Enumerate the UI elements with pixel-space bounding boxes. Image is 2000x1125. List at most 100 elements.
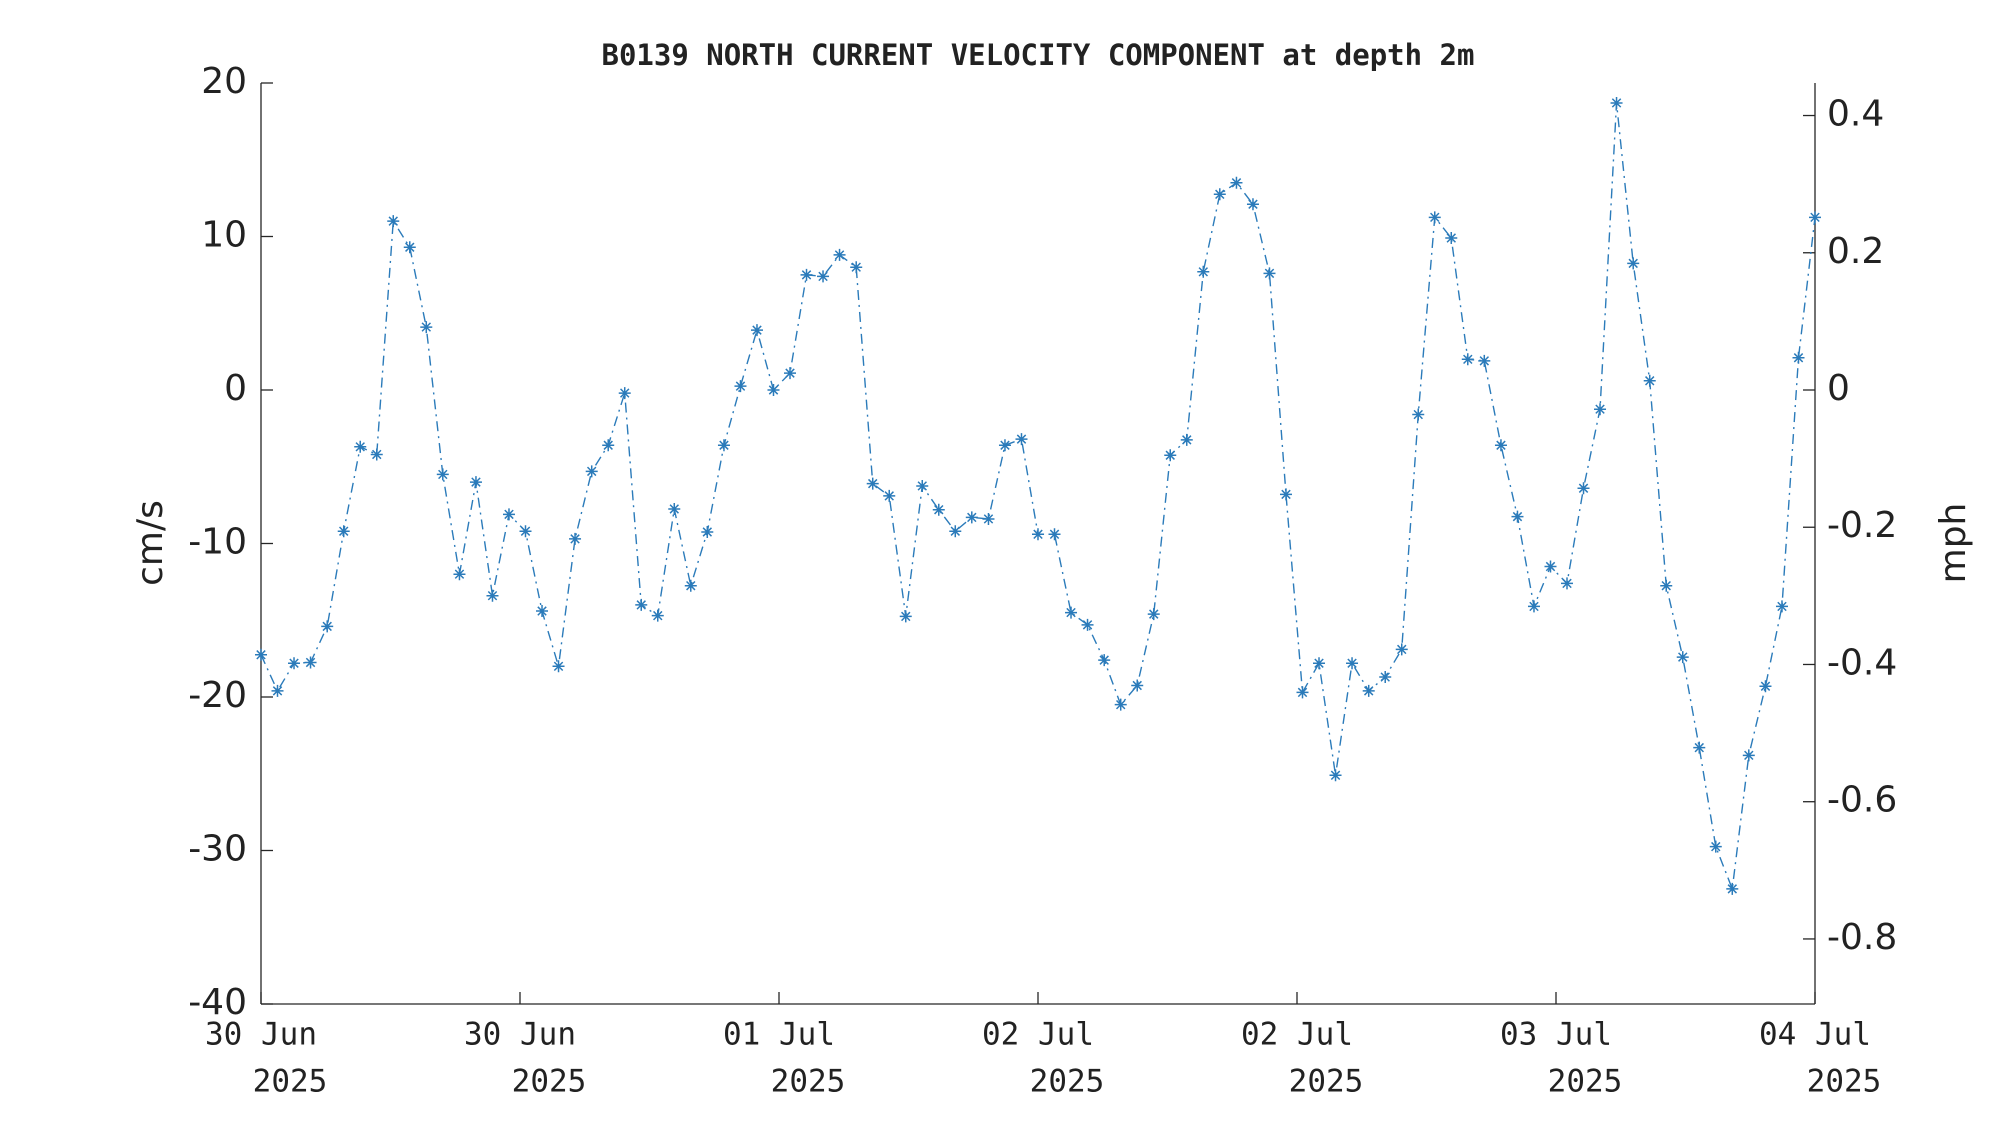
data-marker	[271, 684, 284, 697]
data-marker	[1742, 749, 1755, 762]
data-marker	[1726, 882, 1739, 895]
y-tick-label: -30	[188, 829, 247, 870]
y-tick-label: -10	[188, 522, 247, 563]
data-marker	[1213, 188, 1226, 201]
y-tick-label: 10	[201, 215, 247, 256]
data-marker	[288, 657, 301, 670]
x-tick-year: 2025	[1548, 1064, 1623, 1100]
data-marker	[1015, 433, 1028, 446]
data-marker	[668, 502, 681, 515]
data-marker	[1627, 257, 1640, 270]
data-marker	[1346, 657, 1359, 670]
x-tick-label: 04 Jul	[1759, 1017, 1871, 1053]
x-tick-year: 2025	[512, 1064, 587, 1100]
chart-title: B0139 NORTH CURRENT VELOCITY COMPONENT a…	[602, 38, 1475, 72]
data-marker	[436, 468, 449, 481]
y-tick-label: -20	[188, 675, 247, 716]
x-tick-label: 02 Jul	[982, 1017, 1094, 1053]
data-marker	[1098, 654, 1111, 667]
data-marker	[1263, 267, 1276, 280]
data-marker	[784, 367, 797, 380]
data-marker	[1527, 600, 1540, 613]
data-marker	[1230, 176, 1243, 189]
data-marker	[1643, 374, 1656, 387]
data-marker	[866, 477, 879, 490]
data-marker	[1461, 353, 1474, 366]
data-marker	[469, 476, 482, 489]
data-marker	[1279, 488, 1292, 501]
x-tick-label: 02 Jul	[1241, 1017, 1353, 1053]
data-marker	[684, 579, 697, 592]
data-marker	[1313, 657, 1326, 670]
data-marker	[800, 268, 813, 281]
data-marker	[304, 656, 317, 669]
data-marker	[1759, 680, 1772, 693]
x-tick-year: 2025	[1030, 1064, 1105, 1100]
data-marker	[519, 525, 532, 538]
data-marker	[337, 525, 350, 538]
data-marker	[403, 241, 416, 254]
data-marker	[1395, 643, 1408, 656]
x-tick-year: 2025	[1289, 1064, 1364, 1100]
x-tick-label: 30 Jun	[464, 1017, 576, 1053]
x-tick-label: 30 Jun	[205, 1017, 317, 1053]
data-marker	[817, 270, 830, 283]
data-marker	[1478, 354, 1491, 367]
y2-tick-label: -0.4	[1827, 642, 1897, 683]
y-tick-label: 0	[224, 368, 247, 409]
data-marker	[618, 387, 631, 400]
data-marker	[1164, 449, 1177, 462]
y2-axis-label: mph	[1933, 503, 1974, 584]
x-tick-label: 03 Jul	[1500, 1017, 1612, 1053]
y2-tick-label: -0.6	[1827, 780, 1897, 821]
data-marker	[1296, 686, 1309, 699]
data-marker	[1428, 211, 1441, 224]
data-marker	[486, 589, 499, 602]
data-marker	[1379, 671, 1392, 684]
data-marker	[1412, 408, 1425, 421]
data-marker	[1511, 510, 1524, 523]
y2-tick-label: 0	[1827, 368, 1850, 409]
data-line	[260, 102, 1816, 890]
y2-tick-label: -0.2	[1827, 505, 1897, 546]
data-marker	[1660, 579, 1673, 592]
data-marker	[750, 324, 763, 337]
data-marker	[1775, 600, 1788, 613]
data-marker	[1147, 608, 1160, 621]
data-marker	[370, 448, 383, 461]
data-marker	[1610, 96, 1623, 109]
data-marker	[734, 380, 747, 393]
data-marker	[1180, 433, 1193, 446]
y-tick-label: 20	[201, 61, 247, 102]
data-marker	[1494, 439, 1507, 452]
data-marker	[1048, 528, 1061, 541]
y-tick-label: -40	[188, 982, 247, 1023]
data-marker	[1809, 211, 1821, 224]
data-marker	[1197, 265, 1210, 278]
data-marker	[998, 439, 1011, 452]
data-marker	[1693, 741, 1706, 754]
data-marker	[420, 321, 433, 334]
data-marker	[1246, 198, 1259, 211]
data-marker	[569, 532, 582, 545]
data-marker	[1362, 684, 1375, 697]
data-marker	[1445, 232, 1458, 245]
data-marker	[651, 609, 664, 622]
data-marker	[1081, 618, 1094, 631]
data-marker	[354, 440, 367, 453]
data-marker	[767, 384, 780, 396]
data-marker	[1065, 606, 1078, 619]
data-marker	[321, 620, 334, 633]
data-marker	[602, 439, 615, 452]
x-tick-year: 2025	[1807, 1064, 1882, 1100]
data-marker	[1792, 351, 1805, 364]
data-marker	[453, 568, 466, 581]
data-marker	[1676, 651, 1689, 664]
data-marker	[899, 610, 912, 623]
data-marker	[701, 525, 714, 538]
data-marker	[982, 512, 995, 525]
data-marker	[932, 503, 945, 516]
x-tick-year: 2025	[253, 1064, 328, 1100]
data-marker	[833, 248, 846, 261]
